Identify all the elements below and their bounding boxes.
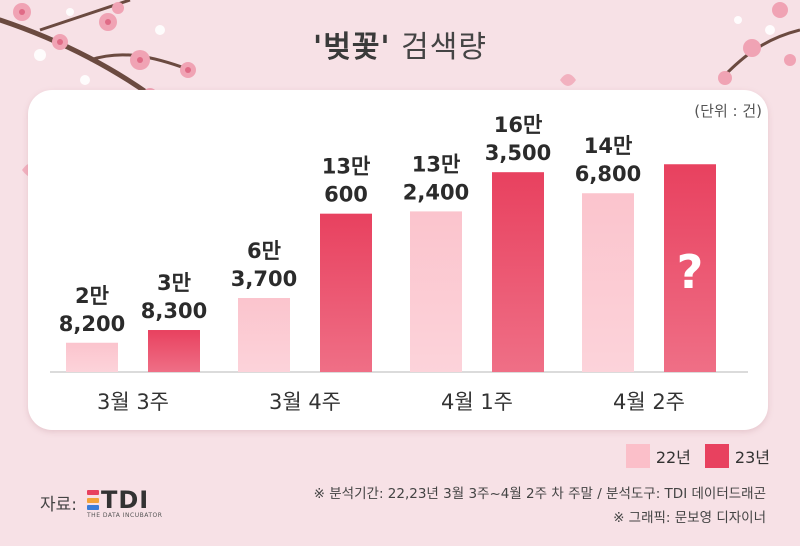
- bar-23-4: [664, 164, 716, 372]
- chart-title: '벚꽃' 검색량: [0, 22, 800, 66]
- placeholder-label-23-4: ?: [677, 245, 704, 299]
- legend-item-22: 22년: [625, 444, 691, 468]
- legend-label-23: 23년: [734, 448, 770, 467]
- category-label-1: 3월 3주: [97, 390, 169, 414]
- legend-label-22: 22년: [655, 448, 691, 467]
- source-label: 자료:: [40, 495, 78, 515]
- footnote-analysis: ※ 분석기간: 22,23년 3월 3주~4월 2주 차 주말 / 분석도구: …: [313, 486, 766, 502]
- data-label-22-1-line1: 2만: [75, 284, 109, 308]
- unit-label: (단위 : 건): [694, 102, 762, 120]
- chart-title-rest: 검색량: [390, 30, 487, 65]
- category-label-3: 4월 1주: [441, 390, 513, 414]
- data-label-22-3-line1: 13만: [412, 152, 461, 176]
- data-label-22-4-line1: 14만: [584, 134, 633, 158]
- tdi-logo-icon: [87, 490, 100, 510]
- data-label-23-2-line2: 600: [324, 183, 368, 207]
- bar-23-2: [320, 213, 372, 372]
- tdi-logo: TDI THE DATA INCUBATOR: [87, 486, 162, 519]
- tdi-logo-subtitle: THE DATA INCUBATOR: [87, 512, 163, 519]
- footnote-graphic: ※ 그래픽: 문보영 디자이너: [613, 510, 766, 526]
- bar-22-3: [410, 211, 462, 372]
- chart-panel: [28, 90, 768, 430]
- bar-23-3: [492, 172, 544, 372]
- category-label-4: 4월 2주: [613, 390, 685, 414]
- category-label-2: 3월 4주: [269, 390, 341, 414]
- data-label-23-3-line2: 3,500: [485, 141, 551, 165]
- data-label-22-2-line1: 6만: [247, 239, 281, 263]
- data-label-22-1-line2: 8,200: [59, 312, 125, 336]
- data-label-23-3-line1: 16만: [494, 113, 543, 137]
- legend-item-23: 23년: [704, 444, 770, 468]
- chart-title-keyword: '벚꽃': [313, 30, 391, 65]
- bar-22-4: [582, 193, 634, 372]
- data-label-22-3-line2: 2,400: [403, 180, 469, 204]
- data-label-23-1-line1: 3만: [157, 271, 191, 295]
- source: 자료: TDI THE DATA INCUBATOR: [40, 486, 162, 519]
- data-label-23-1-line2: 8,300: [141, 299, 207, 323]
- bar-22-1: [66, 342, 118, 372]
- legend-swatch-22: [625, 444, 650, 468]
- data-label-23-2-line1: 13만: [322, 155, 371, 179]
- legend: 22년 23년: [612, 444, 770, 468]
- data-label-22-4-line2: 6,800: [575, 162, 641, 186]
- tdi-logo-text: TDI: [101, 486, 150, 514]
- legend-swatch-23: [704, 444, 729, 468]
- footnotes: ※ 분석기간: 22,23년 3월 3주~4월 2주 차 주말 / 분석도구: …: [314, 482, 766, 530]
- bar-23-1: [148, 330, 200, 372]
- data-label-22-2-line2: 3,700: [231, 267, 297, 291]
- bar-22-2: [238, 298, 290, 372]
